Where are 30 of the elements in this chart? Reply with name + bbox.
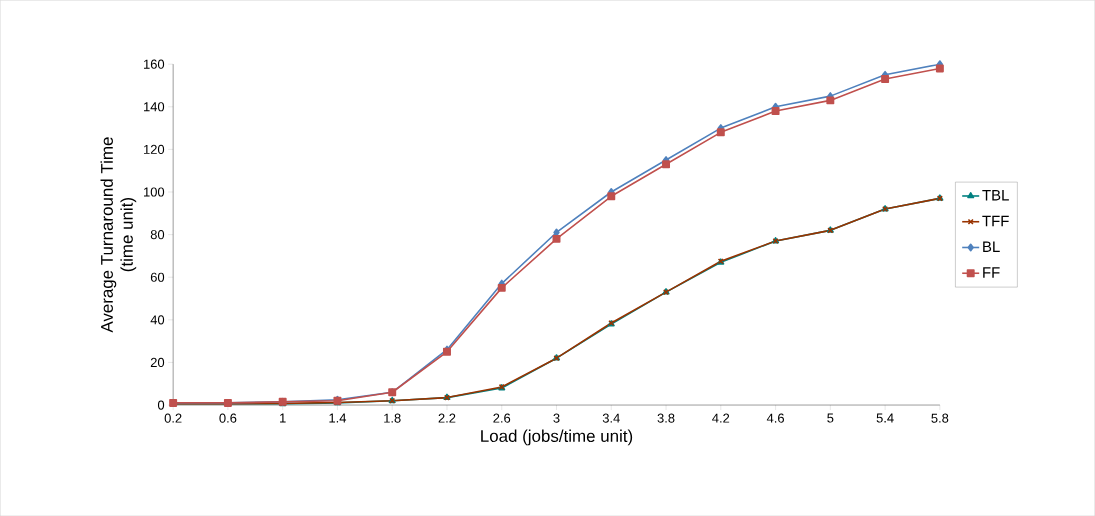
y-tick-label: 140: [144, 102, 165, 112]
y-tick-label: 20: [150, 357, 165, 367]
x-tick-label: 1.8: [384, 413, 401, 423]
legend-label: FF: [983, 267, 1000, 278]
x-tick-label: 0.6: [219, 413, 237, 423]
x-tick-label: 3.8: [657, 413, 675, 423]
y-tick-label: 100: [144, 187, 165, 197]
y-tick-label: 40: [150, 315, 165, 325]
y-axis-title: Average Turnaround Time (time unit): [100, 137, 137, 333]
y-tick-label: 120: [144, 144, 165, 154]
legend-label: TFF: [982, 215, 1009, 227]
x-tick-label: 4.6: [766, 413, 784, 423]
x-tick-label: 2.6: [493, 413, 511, 423]
x-tick-label: 1: [280, 413, 286, 423]
legend-label: BL: [983, 241, 1000, 252]
y-tick-label: 160: [144, 59, 165, 69]
y-tick-label: 0: [157, 400, 165, 410]
y-tick-label: 60: [150, 272, 165, 282]
x-tick-label: 2.2: [438, 413, 456, 423]
legend-label: TBL: [982, 190, 1009, 201]
x-tick-label: 5.4: [876, 413, 894, 423]
y-tick-label: 80: [150, 229, 165, 240]
x-tick-label: 5.8: [931, 413, 949, 423]
x-tick-label: 3: [553, 413, 560, 423]
x-axis-title: Load (jobs/time unit): [481, 429, 633, 446]
x-tick-label: 1.4: [329, 413, 347, 423]
x-tick-label: 5: [827, 413, 834, 423]
x-tick-label: 3.4: [602, 413, 620, 423]
x-tick-label: 0.2: [164, 413, 182, 423]
x-tick-label: 4.2: [712, 413, 730, 423]
